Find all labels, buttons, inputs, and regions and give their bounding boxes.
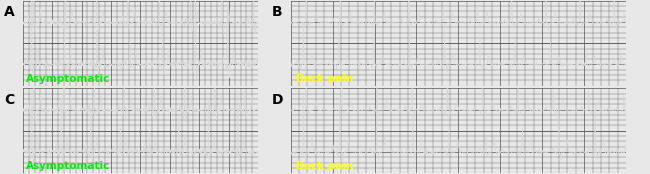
Text: D: D — [272, 93, 283, 106]
Text: Back pain: Back pain — [296, 161, 354, 171]
Text: Asymptomatic: Asymptomatic — [26, 74, 110, 84]
Text: Back pain: Back pain — [296, 74, 354, 84]
Text: A: A — [4, 5, 15, 19]
Text: C: C — [4, 93, 14, 106]
Text: Asymptomatic: Asymptomatic — [26, 161, 110, 171]
Text: B: B — [272, 5, 283, 19]
